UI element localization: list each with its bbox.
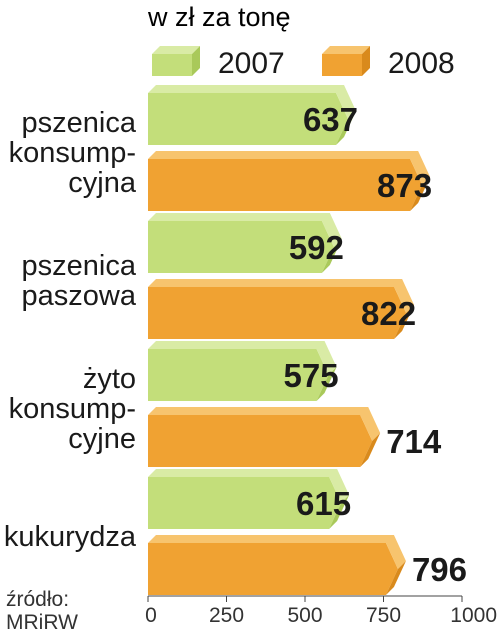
value-label-2008-1: 822 [361, 295, 416, 332]
value-label-2007-3: 615 [296, 485, 351, 522]
bar-2007-3-side [329, 495, 350, 529]
category-label-0-1: konsump- [9, 137, 136, 169]
category-label-2-0: żyto [83, 363, 136, 395]
bar-2007-1-side [321, 239, 342, 273]
bar-2007-1-top [148, 213, 342, 247]
bar-2008-0-top [148, 151, 431, 185]
bar-2007-2-side [316, 367, 337, 401]
bar-2007-2-top [148, 341, 337, 375]
source-note: źródło:MRiRW [6, 588, 78, 634]
bar-2007-3 [148, 477, 342, 529]
category-label-2-1: konsump- [9, 393, 136, 425]
legend-swatch-2008 [322, 54, 362, 76]
bar-2007-3-top [148, 469, 350, 503]
x-tick-label-4: 1000 [450, 604, 497, 627]
legend-swatch-top-2007 [152, 46, 200, 54]
category-label-3-0: kukurydza [4, 521, 137, 553]
category-label-1-1: paszowa [22, 280, 137, 312]
category-label-0-2: cyjna [68, 167, 137, 199]
category-label-1-0: pszenica [22, 250, 137, 282]
value-label-2008-2: 714 [386, 423, 442, 460]
legend: 2007 2008 [152, 46, 455, 80]
legend-swatch-side-2007 [192, 46, 200, 76]
bar-2007-0-top [148, 85, 357, 119]
source-line-1: MRiRW [6, 611, 78, 634]
legend-swatch-2007 [152, 54, 192, 76]
bar-2008-2-side [360, 433, 381, 467]
bar-2008-2-top [148, 407, 381, 441]
legend-swatch-side-2008 [362, 46, 370, 76]
unit-label: w zł za tonę [147, 2, 291, 32]
x-axis: 0 250 500 750 1000 [145, 595, 497, 627]
category-label-0-0: pszenica [22, 107, 137, 139]
bar-2007-0 [148, 93, 349, 145]
value-label-2007-0: 637 [303, 101, 358, 138]
x-tick-label-1: 250 [209, 604, 244, 627]
bar-2008-0-side [410, 177, 431, 211]
bar-2008-0 [148, 159, 423, 211]
bar-2008-1-side [394, 305, 415, 339]
value-label-2008-3: 796 [412, 551, 467, 588]
bar-2008-1 [148, 287, 407, 339]
value-label-2007-1: 592 [289, 229, 344, 266]
bar-2008-2 [148, 415, 373, 467]
legend-label-2008: 2008 [388, 47, 455, 80]
x-tick-label-3: 750 [366, 604, 401, 627]
value-label-2008-0: 873 [377, 167, 432, 204]
bar-2007-2 [148, 349, 329, 401]
x-tick-label-2: 500 [287, 604, 322, 627]
x-tick-label-0: 0 [145, 604, 157, 627]
bar-2007-1 [148, 221, 334, 273]
source-line-0: źródło: [6, 588, 69, 611]
category-label-2-2: cyjne [68, 423, 136, 455]
value-label-2007-2: 575 [283, 357, 338, 394]
bar-2008-3-side [385, 561, 406, 595]
bar-2008-3 [148, 543, 398, 595]
category-labels: pszenicakonsump-cyjnapszenicapaszoważyto… [4, 107, 137, 553]
legend-swatch-top-2008 [322, 46, 370, 54]
bar-2007-0-side [336, 111, 357, 145]
bar-2008-3-top [148, 535, 406, 569]
bar-2008-1-top [148, 279, 415, 313]
legend-label-2007: 2007 [218, 47, 285, 80]
bars-group: 637 873 592 822 575 714 615 796 [148, 85, 467, 595]
